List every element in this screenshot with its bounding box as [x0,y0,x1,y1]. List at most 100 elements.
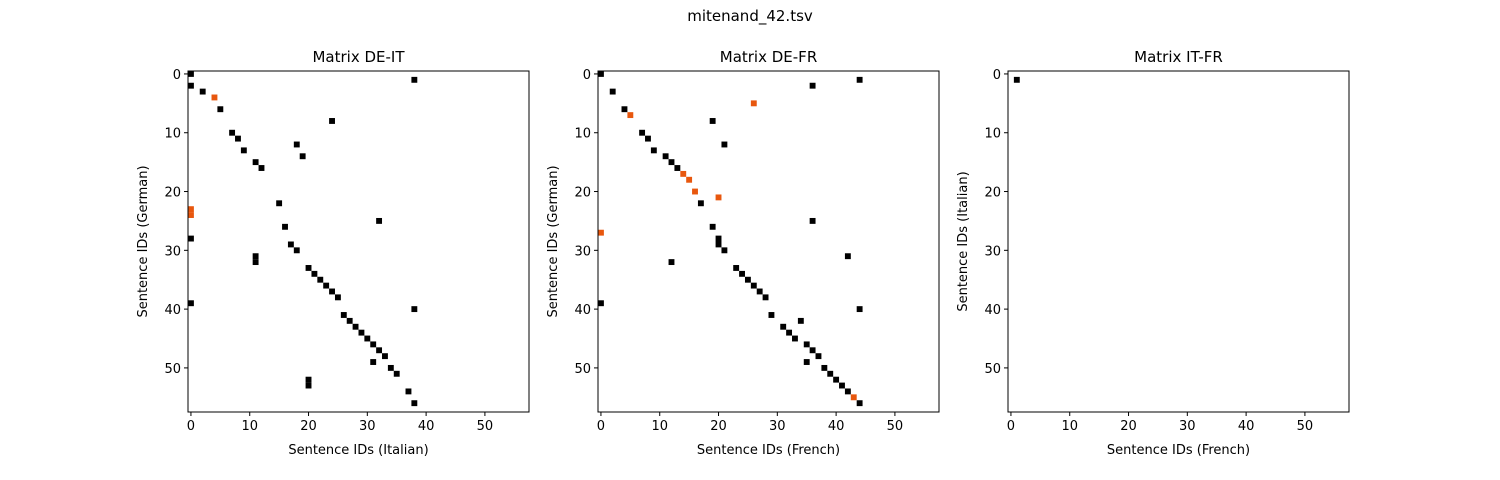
match-cell [358,329,365,336]
y-tick-label: 0 [173,68,181,83]
matrix-panel-de-it: Matrix DE-IT Sentence IDs (Italian) Sent… [136,48,530,458]
highlight-cell [680,170,687,177]
match-cell [856,306,863,313]
x-tick-label: 10 [1061,419,1078,434]
y-tick-label: 10 [164,127,181,142]
y-axis-label: Sentence IDs (German) [136,165,151,317]
x-tick-label: 0 [597,419,605,434]
match-cell [721,247,728,254]
match-cell [188,71,194,77]
x-tick-label: 50 [477,419,494,434]
x-tick-label: 10 [241,419,258,434]
highlight-cell [686,176,693,183]
match-cell [276,200,283,207]
match-cell [411,400,418,407]
match-cell [827,370,834,377]
x-tick-label: 30 [769,419,786,434]
match-cell [844,388,851,395]
match-cell [376,347,383,354]
match-cell [645,135,651,142]
y-tick-label: 20 [164,186,181,201]
figure-title: mitenand_42.tsv [687,7,813,26]
match-cell [411,306,418,313]
match-cell [305,382,312,389]
y-tick-label: 40 [984,303,1001,318]
match-cell [364,335,371,342]
highlight-cell [598,229,604,236]
highlight-cell [627,112,634,119]
match-cell [815,353,822,360]
match-cell [188,300,194,307]
matrix-panel-de-fr: Matrix DE-FR Sentence IDs (French) Sente… [546,48,940,458]
x-axis-label: Sentence IDs (French) [1107,443,1250,458]
match-cell [252,259,259,266]
x-axis-label: Sentence IDs (French) [697,443,840,458]
match-cell [674,165,681,171]
match-cell [217,106,224,113]
match-cell [199,88,206,95]
match-cell [768,312,775,318]
x-axis-label: Sentence IDs (Italian) [288,443,428,458]
x-tick-label: 30 [359,419,376,434]
match-cell [188,82,194,89]
y-tick-label: 0 [993,68,1001,83]
match-cell [598,300,604,307]
match-cell [839,382,845,389]
match-cell [621,106,628,113]
x-tick-label: 40 [1238,419,1255,434]
match-cell [252,253,259,260]
match-cell [282,223,288,230]
x-tick-label: 20 [710,419,727,434]
match-cell [305,265,312,271]
axes-frame [187,70,530,413]
match-cell [715,241,722,248]
x-tick-label: 30 [1179,419,1196,434]
highlight-cell [211,94,218,101]
match-cell [756,288,763,295]
y-tick-label: 50 [574,362,591,377]
match-cell [780,323,787,330]
match-cell [856,76,863,83]
match-cell [844,253,851,260]
y-tick-label: 50 [164,362,181,377]
match-cell [393,370,400,377]
match-cell [668,159,675,166]
match-cell [376,217,383,224]
y-tick-label: 20 [984,186,1001,201]
match-cell [786,329,793,336]
y-tick-label: 40 [164,303,181,318]
axes-frame [597,70,940,413]
match-cell [329,288,335,295]
match-cell [340,312,347,318]
match-cell [598,71,604,77]
x-tick-label: 20 [1120,419,1137,434]
highlight-cell [188,212,194,218]
match-cell [739,270,745,277]
y-tick-label: 30 [574,244,591,259]
axes-frame [1007,70,1350,413]
y-axis-label: Sentence IDs (German) [546,165,561,317]
match-cell [382,353,388,360]
x-tick-label: 0 [187,419,195,434]
highlight-cell [750,100,757,107]
highlight-cell [692,188,698,195]
match-cell [240,147,247,154]
match-cell [317,276,324,283]
y-tick-label: 50 [984,362,1001,377]
match-cell [833,376,840,383]
highlight-cell [715,194,722,201]
x-tick-label: 50 [887,419,904,434]
matrix-cells [1013,76,1020,83]
match-cell [697,200,704,207]
match-cell [405,388,412,395]
match-cell [370,359,377,365]
match-cell [639,129,646,136]
match-cell [709,223,716,230]
match-cell [668,259,675,266]
match-cell [1013,76,1020,83]
match-cell [299,153,306,160]
panel-title: Matrix IT-FR [1134,48,1223,66]
match-cell [293,247,300,254]
y-tick-label: 10 [984,127,1001,142]
